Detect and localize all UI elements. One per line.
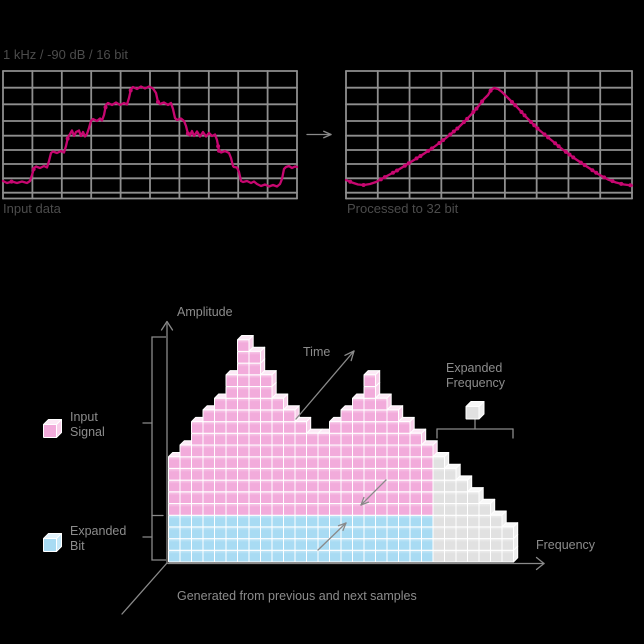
expanded-frequency-label: Expanded Frequency — [446, 361, 505, 391]
legend-expanded-bit-line1: Expanded — [70, 524, 127, 538]
interpolation-caption: Generated from previous and next samples — [177, 589, 417, 603]
interpolation-arrows — [317, 479, 387, 551]
signal-spec-label: 1 kHz / -90 dB / 16 bit — [3, 47, 129, 62]
amplitude-axis — [160, 320, 174, 564]
left-plot-caption: Input data — [3, 201, 61, 216]
frequency-axis-label: Frequency — [536, 538, 596, 552]
legend-input-signal-line2: Signal — [70, 425, 105, 439]
cube-histogram — [168, 335, 519, 563]
amplitude-axis-label: Amplitude — [177, 305, 233, 319]
frequency-axis — [167, 556, 545, 571]
time-axis-label: Time — [303, 345, 331, 359]
legend-input-signal-line1: Input — [70, 410, 98, 424]
expanded-frequency-label-line2: Frequency — [446, 376, 506, 390]
expanded-frequency-callout — [436, 401, 514, 439]
left-plot-grid — [2, 70, 298, 200]
legend-expanded-bit: Expanded Bit — [70, 524, 126, 554]
expanded-frequency-label-line1: Expanded — [446, 361, 503, 375]
amplitude-range-bracket — [142, 336, 166, 561]
legend-input-signal: Input Signal — [70, 410, 105, 440]
right-plot-waveform — [344, 86, 634, 188]
legend-expanded-bit-cube — [43, 533, 62, 552]
process-arrow-icon — [306, 130, 332, 139]
depth-axis — [121, 562, 168, 615]
legend-input-signal-cube — [43, 419, 62, 438]
time-axis-arrow — [295, 350, 355, 420]
legend-expanded-bit-line2: Bit — [70, 539, 85, 553]
left-plot-waveform — [1, 85, 299, 188]
right-plot-caption: Processed to 32 bit — [347, 201, 459, 216]
